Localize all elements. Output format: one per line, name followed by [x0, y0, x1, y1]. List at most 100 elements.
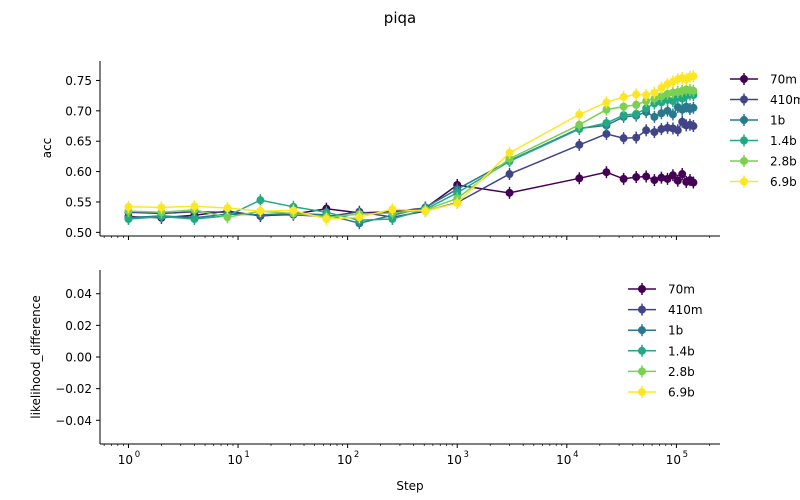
bottom-ytick-label: 0.02 — [65, 319, 92, 333]
bottom-xtick-exponent: 2 — [354, 450, 359, 460]
legend-label: 410m — [668, 303, 703, 317]
data-point — [689, 178, 698, 187]
data-point — [650, 88, 659, 97]
data-point — [689, 72, 698, 81]
bottom-legend-item-410m: 410m — [628, 303, 703, 317]
data-point — [619, 111, 628, 120]
top-ytick-label: 0.65 — [65, 135, 92, 149]
legend-marker — [740, 75, 748, 83]
legend-label: 1b — [770, 114, 785, 128]
data-point — [505, 154, 514, 163]
data-point — [678, 170, 687, 179]
data-point — [256, 196, 265, 205]
data-point — [689, 122, 698, 131]
data-point — [289, 206, 298, 215]
legend-label: 70m — [668, 283, 695, 297]
bottom-legend-item-1.4b: 1.4b — [628, 344, 695, 358]
legend-label: 1b — [668, 324, 683, 338]
legend-marker — [638, 285, 646, 293]
data-point — [602, 98, 611, 107]
data-point — [632, 109, 641, 118]
data-point — [190, 214, 199, 223]
data-point — [632, 133, 641, 142]
data-point — [619, 92, 628, 101]
data-point — [619, 174, 628, 183]
legend-label: 6.9b — [668, 386, 695, 400]
data-point — [632, 173, 641, 182]
top-ytick-label: 0.60 — [65, 165, 92, 179]
legend-label: 2.8b — [668, 365, 695, 379]
data-point — [223, 204, 232, 213]
data-point — [689, 86, 698, 95]
bottom-ytick-label: 0.04 — [65, 287, 92, 301]
data-point — [642, 172, 651, 181]
data-point — [190, 202, 199, 211]
data-point — [322, 214, 331, 223]
bottom-xtick-label: 10 — [556, 453, 571, 467]
data-point — [602, 129, 611, 138]
top-x-ticks — [103, 236, 710, 240]
data-point — [657, 125, 666, 134]
top-legend-item-1.4b: 1.4b — [730, 134, 797, 148]
top-ytick-label: 0.55 — [65, 195, 92, 209]
bottom-ytick-label: 0.00 — [65, 351, 92, 365]
legend-marker — [740, 157, 748, 165]
bottom-y-axis-label: likelihood_difference — [29, 295, 43, 418]
legend-marker — [740, 95, 748, 104]
legend-label: 70m — [770, 73, 797, 87]
data-point — [505, 170, 514, 179]
legend-label: 1.4b — [668, 344, 695, 358]
data-point — [668, 171, 677, 180]
data-point — [124, 202, 133, 211]
series-70m — [124, 166, 698, 224]
data-point — [642, 97, 651, 106]
data-point — [657, 98, 666, 107]
data-point — [575, 110, 584, 119]
data-point — [657, 92, 666, 101]
top-legend-item-70m: 70m — [730, 73, 797, 87]
bottom-xtick-exponent: 5 — [683, 450, 688, 460]
x-axis-label: Step — [396, 479, 423, 493]
data-point — [650, 176, 659, 185]
data-point — [505, 188, 514, 197]
top-y-ticks: 0.50 0.55 0.60 0.65 0.70 0.75 — [65, 74, 100, 240]
legend-label: 1.4b — [770, 134, 797, 148]
series-6.9b — [124, 70, 698, 225]
data-point — [673, 126, 682, 135]
legend-label: 2.8b — [770, 155, 797, 169]
bottom-y-ticks: −0.04 −0.02 0.00 0.02 0.04 — [55, 287, 100, 428]
legend-marker — [638, 367, 646, 376]
legend-marker — [638, 388, 646, 396]
legend-marker — [638, 346, 646, 355]
bottom-panel: −0.04−0.020.000.020.04 10 0 10 1 10 2 10 3 10 4 10… — [29, 270, 720, 493]
data-point — [642, 126, 651, 135]
top-panel: 0.50 0.55 0.60 0.65 0.70 0.75 acc 70m 410m 1b 1.… — [40, 61, 800, 240]
data-point — [453, 199, 462, 208]
data-point — [689, 103, 698, 112]
series-2.8b — [124, 83, 698, 224]
data-point — [642, 91, 651, 100]
bottom-legend-item-6.9b: 6.9b — [628, 386, 695, 400]
data-point — [602, 105, 611, 114]
data-point — [157, 203, 166, 212]
data-point — [355, 213, 364, 222]
legend-label: 6.9b — [770, 175, 797, 189]
bottom-xtick-exponent: 3 — [464, 450, 469, 460]
bottom-legend-item-2.8b: 2.8b — [628, 365, 695, 379]
data-point — [223, 213, 232, 222]
top-ytick-label: 0.50 — [65, 226, 92, 240]
bottom-xtick-exponent: 1 — [244, 450, 249, 460]
legend-marker — [638, 305, 646, 314]
bottom-xtick-label: 10 — [666, 453, 681, 467]
data-point — [650, 112, 659, 121]
top-legend-item-2.8b: 2.8b — [730, 155, 797, 169]
top-y-axis-label: acc — [40, 138, 54, 159]
top-legend-item-6.9b: 6.9b — [730, 175, 797, 189]
bottom-xtick-exponent: 0 — [135, 450, 140, 460]
bottom-x-ticks: 10 0 10 1 10 2 10 3 10 4 10 5 — [103, 444, 710, 467]
data-point — [619, 102, 628, 111]
series-line — [128, 75, 694, 220]
data-point — [657, 173, 666, 182]
legend-marker — [740, 116, 748, 124]
